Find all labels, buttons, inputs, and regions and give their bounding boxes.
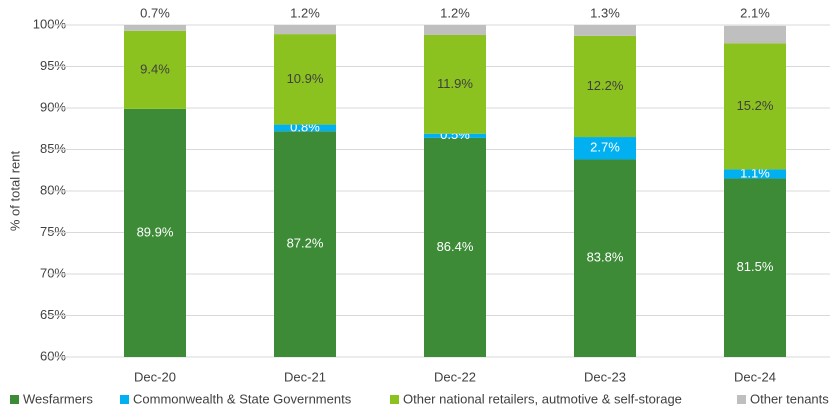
- data-label: 81.5%: [737, 259, 774, 274]
- data-label: 10.9%: [287, 71, 324, 86]
- y-tick-label: 100%: [33, 16, 67, 31]
- bar-segment: [274, 34, 336, 125]
- bar-segment: [274, 124, 336, 132]
- data-label: 89.9%: [137, 224, 174, 239]
- bar-segment: [574, 137, 636, 160]
- data-label: 1.2%: [290, 5, 320, 20]
- bar-segment: [574, 35, 636, 138]
- y-tick-label: 65%: [40, 307, 66, 322]
- data-label: 12.2%: [587, 78, 624, 93]
- bar-segment: [724, 25, 786, 44]
- bar-segment: [424, 25, 486, 35]
- y-tick-label: 70%: [40, 265, 66, 280]
- legend-swatch: [10, 395, 19, 404]
- x-tick-label: Dec-20: [134, 369, 176, 384]
- legend-swatch: [390, 395, 399, 404]
- x-tick-label: Dec-24: [734, 369, 776, 384]
- legend-swatch: [120, 395, 129, 404]
- legend-label: Other tenants: [750, 391, 829, 406]
- y-tick-label: 75%: [40, 224, 66, 239]
- x-tick-label: Dec-22: [434, 369, 476, 384]
- bar-segment: [424, 133, 486, 138]
- data-label: 9.4%: [140, 61, 170, 76]
- bar-segment: [424, 137, 486, 357]
- bar-segment: [274, 25, 336, 35]
- data-label: 0.7%: [140, 5, 170, 20]
- bar-segment: [424, 34, 486, 134]
- data-label: 11.9%: [437, 76, 473, 91]
- y-tick-label: 85%: [40, 141, 66, 156]
- y-tick-label: 95%: [40, 58, 66, 73]
- y-axis-label: % of total rent: [7, 151, 22, 232]
- y-tick-label: 90%: [40, 99, 66, 114]
- data-label: 2.1%: [740, 5, 770, 20]
- bar-segment: [124, 108, 186, 357]
- bar-segment: [574, 159, 636, 357]
- data-label: 15.2%: [737, 98, 774, 113]
- bar-segment: [724, 178, 786, 357]
- bar-segment: [124, 25, 186, 31]
- data-label: 1.2%: [440, 5, 470, 20]
- data-label: 2.7%: [590, 140, 620, 155]
- legend-label: Other national retailers, autmotive & se…: [403, 391, 682, 406]
- data-label: 83.8%: [587, 250, 624, 265]
- bar-segment: [724, 43, 786, 170]
- data-label: 1.3%: [590, 5, 620, 20]
- bar-segment: [574, 25, 636, 36]
- y-tick-label: 60%: [40, 348, 66, 363]
- legend-label: Commonwealth & State Governments: [133, 391, 352, 406]
- bar-segment: [124, 30, 186, 109]
- legend-swatch: [737, 395, 746, 404]
- x-tick-label: Dec-23: [584, 369, 626, 384]
- bar-segment: [274, 131, 336, 357]
- bar-segment: [724, 169, 786, 179]
- legend-label: Wesfarmers: [23, 391, 93, 406]
- x-tick-label: Dec-21: [284, 369, 326, 384]
- data-label: 87.2%: [287, 236, 324, 251]
- y-tick-label: 80%: [40, 182, 66, 197]
- data-label: 86.4%: [437, 239, 474, 254]
